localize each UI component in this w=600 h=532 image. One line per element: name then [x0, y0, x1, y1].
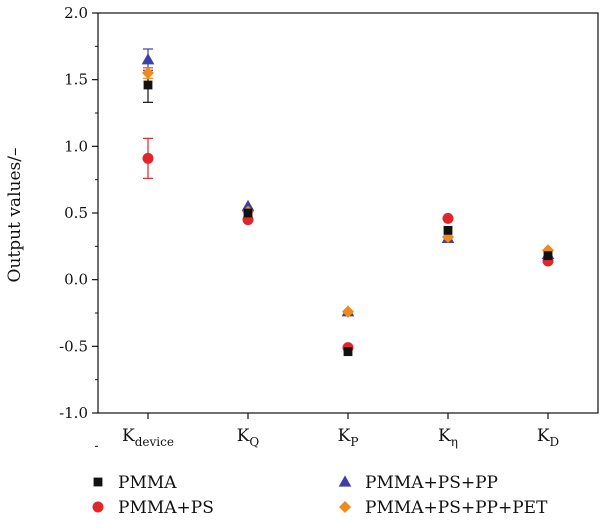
legend-label: PMMA+PS: [118, 498, 214, 518]
legend-label: PMMA+PS+PP: [365, 473, 498, 493]
legend-marker: [93, 477, 103, 487]
data-point: [241, 199, 255, 212]
x-tick-label: Kη: [438, 426, 458, 449]
legend-marker: [92, 501, 104, 513]
legend: PMMA PMMA+PS PMMA+PS+PP PMMA+PS+PP+PET: [92, 473, 548, 518]
data-point: [141, 66, 155, 80]
y-tick-label: -0.5: [59, 337, 88, 355]
legend-label: PMMA: [118, 473, 177, 493]
legend-marker: [338, 500, 352, 514]
data-point: [142, 152, 154, 164]
x-tick-label: KD: [537, 426, 559, 449]
x-tick-label: Kdevice: [122, 426, 174, 449]
data-point: [443, 225, 453, 235]
y-tick-label: 1.5: [64, 71, 88, 89]
data-point: [143, 80, 153, 90]
data-point: [141, 53, 155, 65]
data-point: [341, 305, 355, 318]
x-tick-label: KQ: [237, 426, 260, 449]
data-point: [243, 208, 253, 218]
axes: 2.0 1.5 1.0 0.5 0.0 -0.5 -1.0 Kdevice KQ KP Kη KD: [59, 4, 599, 449]
data-point: [541, 244, 555, 257]
x-tick-label: KP: [338, 426, 359, 449]
y-tick-label: 2.0: [64, 4, 88, 22]
data-point: [343, 347, 353, 357]
data-marks: [141, 48, 555, 357]
y-tick-label: 0.5: [64, 204, 88, 222]
y-axis-title: Output values/–: [5, 148, 25, 283]
data-point: [543, 251, 553, 261]
legend-label: PMMA+PS+PP+PET: [365, 498, 548, 518]
y-tick-label: 0.0: [64, 271, 88, 289]
data-point: [442, 212, 454, 224]
y-tick-label: -1.0: [59, 404, 88, 422]
legend-marker: [338, 475, 352, 487]
y-tick-label: 1.0: [64, 137, 88, 155]
